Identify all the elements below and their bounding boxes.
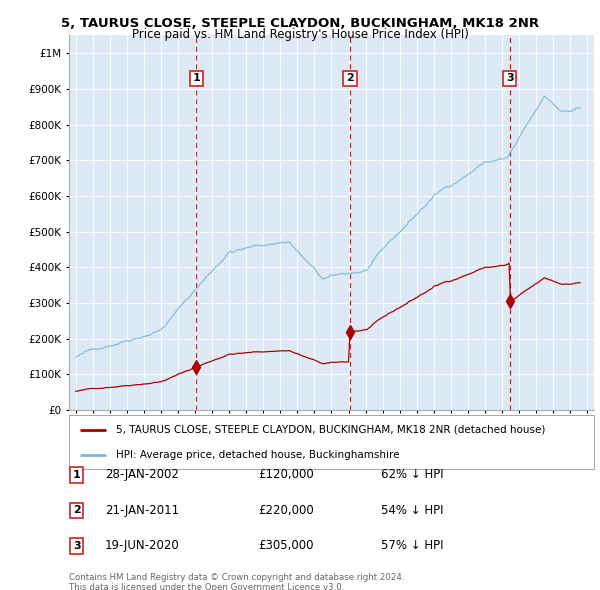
Text: 1: 1 — [193, 74, 200, 83]
Text: Contains HM Land Registry data © Crown copyright and database right 2024.: Contains HM Land Registry data © Crown c… — [69, 573, 404, 582]
Text: 57% ↓ HPI: 57% ↓ HPI — [381, 539, 443, 552]
Text: Price paid vs. HM Land Registry's House Price Index (HPI): Price paid vs. HM Land Registry's House … — [131, 28, 469, 41]
Text: 3: 3 — [506, 74, 514, 83]
Text: £305,000: £305,000 — [258, 539, 314, 552]
Text: 19-JUN-2020: 19-JUN-2020 — [105, 539, 180, 552]
Text: 2: 2 — [73, 506, 80, 515]
Text: £220,000: £220,000 — [258, 504, 314, 517]
Text: 5, TAURUS CLOSE, STEEPLE CLAYDON, BUCKINGHAM, MK18 2NR (detached house): 5, TAURUS CLOSE, STEEPLE CLAYDON, BUCKIN… — [116, 425, 545, 435]
Text: 21-JAN-2011: 21-JAN-2011 — [105, 504, 179, 517]
Text: This data is licensed under the Open Government Licence v3.0.: This data is licensed under the Open Gov… — [69, 583, 344, 590]
Text: 62% ↓ HPI: 62% ↓ HPI — [381, 468, 443, 481]
Text: 2: 2 — [346, 74, 354, 83]
Text: 3: 3 — [73, 541, 80, 550]
Text: 54% ↓ HPI: 54% ↓ HPI — [381, 504, 443, 517]
Text: 28-JAN-2002: 28-JAN-2002 — [105, 468, 179, 481]
Text: HPI: Average price, detached house, Buckinghamshire: HPI: Average price, detached house, Buck… — [116, 450, 400, 460]
Text: £120,000: £120,000 — [258, 468, 314, 481]
Text: 1: 1 — [73, 470, 80, 480]
Text: 5, TAURUS CLOSE, STEEPLE CLAYDON, BUCKINGHAM, MK18 2NR: 5, TAURUS CLOSE, STEEPLE CLAYDON, BUCKIN… — [61, 17, 539, 30]
